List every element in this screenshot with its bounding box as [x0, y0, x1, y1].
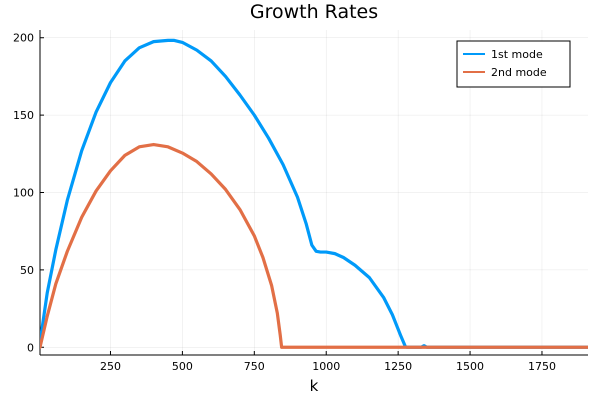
x-tick-label-3: 1000 [312, 360, 340, 373]
y-tick-label-0: 0 [27, 341, 34, 354]
legend: 1st mode 2nd mode [456, 40, 571, 88]
x-tick-label-4: 1250 [384, 360, 412, 373]
y-tick-label-2: 100 [13, 187, 34, 200]
y-tick-label-1: 50 [20, 264, 34, 277]
y-tick-label-4: 200 [13, 32, 34, 45]
legend-label-1: 1st mode [491, 48, 543, 61]
chart-title: Growth Rates [250, 1, 378, 23]
series-line-1 [40, 38, 588, 349]
x-tick-label-5: 1500 [456, 360, 484, 373]
x-tick-label-6: 1750 [528, 360, 556, 373]
series-lines [40, 38, 588, 349]
legend-label-2: 2nd mode [491, 66, 547, 79]
x-tick-label-0: 250 [100, 360, 121, 373]
y-tick-label-3: 150 [13, 109, 34, 122]
axes: 250 500 750 1000 1250 1500 1750 0 50 100 150 200 [13, 30, 588, 373]
x-tick-label-1: 500 [172, 360, 193, 373]
x-tick-label-2: 750 [244, 360, 265, 373]
series-line-2 [40, 142, 588, 349]
grid [40, 30, 588, 355]
legend-box [456, 40, 571, 88]
x-axis-title: k [310, 377, 319, 395]
